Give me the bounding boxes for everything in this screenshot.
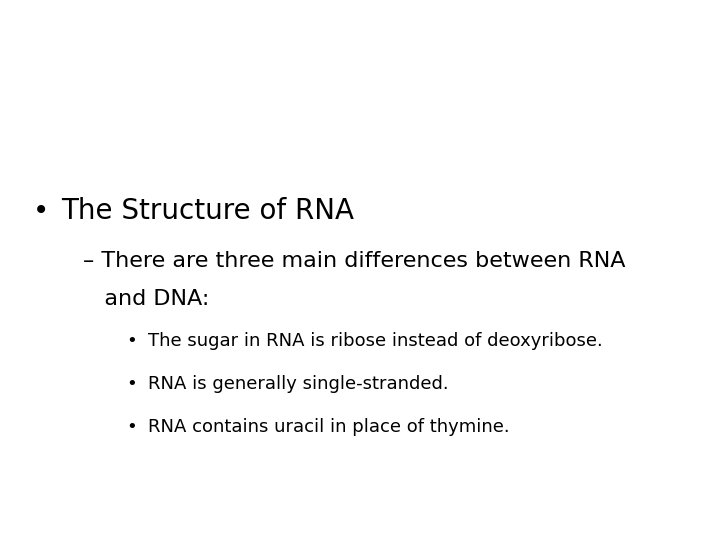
Text: The sugar in RNA is ribose instead of deoxyribose.: The sugar in RNA is ribose instead of de… xyxy=(148,332,603,350)
Text: The Structure of RNA: The Structure of RNA xyxy=(61,197,354,225)
Text: RNA contains uracil in place of thymine.: RNA contains uracil in place of thymine. xyxy=(148,418,509,436)
Text: and DNA:: and DNA: xyxy=(83,289,210,309)
Text: •: • xyxy=(126,418,137,436)
Text: •: • xyxy=(126,375,137,393)
Text: •: • xyxy=(32,197,49,225)
Text: RNA is generally single-stranded.: RNA is generally single-stranded. xyxy=(148,375,449,393)
Text: •: • xyxy=(126,332,137,350)
Text: – There are three main differences between RNA: – There are three main differences betwe… xyxy=(83,251,625,271)
